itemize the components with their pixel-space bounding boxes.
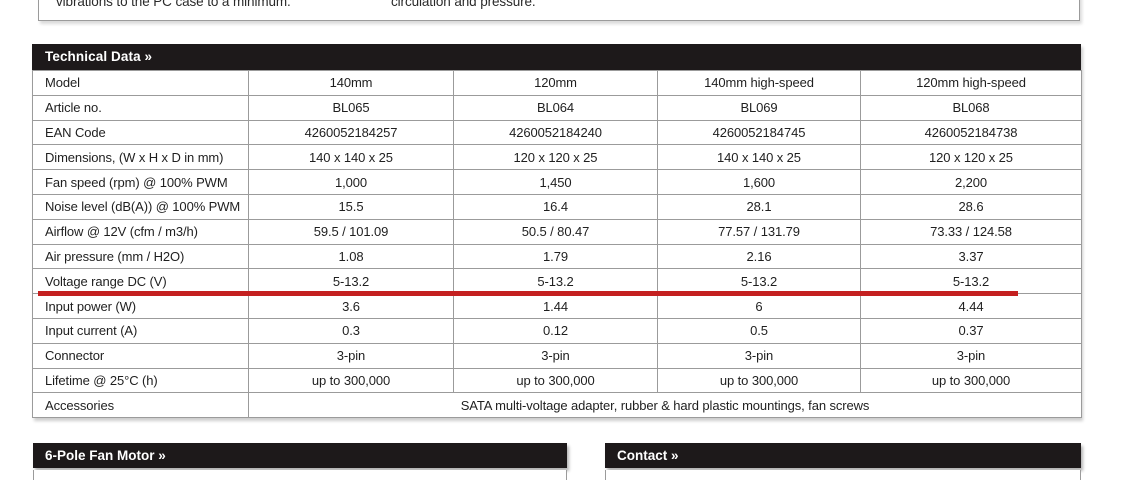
table-row: Voltage range DC (V) 5-13.2 5-13.2 5-13.2 5-… <box>32 268 1082 295</box>
accessories-value: SATA multi-voltage adapter, rubber & har… <box>248 392 1082 419</box>
row-label: Dimensions, (W x H x D in mm) <box>32 144 249 171</box>
spec-cell: 120 x 120 x 25 <box>860 144 1082 171</box>
table-row: Air pressure (mm / H2O) 1.08 1.79 2.16 3.37 <box>32 243 1082 270</box>
spec-cell: 15.5 <box>248 193 454 220</box>
spec-cell: 3-pin <box>657 342 861 369</box>
spec-cell: 1.79 <box>453 243 658 270</box>
table-row: Lifetime @ 25°C (h) up to 300,000 up to 30… <box>32 367 1082 394</box>
spec-cell: 4260052184738 <box>860 119 1082 146</box>
row-label: Airflow @ 12V (cfm / m3/h) <box>32 218 249 245</box>
spec-cell: 3-pin <box>453 342 658 369</box>
row-label: Accessories <box>32 392 249 419</box>
previous-section-right-text: circulation and pressure. <box>391 0 536 9</box>
spec-cell: 1,600 <box>657 169 861 195</box>
table-row: Noise level (dB(A)) @ 100% PWM 15.5 16.4 28… <box>32 193 1082 220</box>
contact-header: Contact » <box>605 443 1081 468</box>
spec-table: Model 140mm 120mm 140mm high-speed 120mm hig… <box>32 70 1082 419</box>
spec-cell: 4260052184257 <box>248 119 454 146</box>
spec-cell: 59.5 / 101.09 <box>248 218 454 245</box>
spec-cell: BL068 <box>860 94 1082 121</box>
row-label: Input power (W) <box>32 293 249 319</box>
table-row: Fan speed (rpm) @ 100% PWM 1,000 1,450 1,60… <box>32 169 1082 195</box>
spec-cell: 5-13.2 <box>248 268 454 295</box>
spec-cell: 1,000 <box>248 169 454 195</box>
table-row: Model 140mm 120mm 140mm high-speed 120mm hig… <box>32 70 1082 96</box>
spec-cell: 1.44 <box>453 293 658 319</box>
table-row: Input power (W) 3.6 1.44 6 4.44 <box>32 293 1082 319</box>
spec-cell: 16.4 <box>453 193 658 220</box>
spec-cell: 28.1 <box>657 193 861 220</box>
spec-table-footer: Accessories SATA multi-voltage adapter, … <box>32 392 1082 419</box>
contact-box <box>605 470 1081 480</box>
spec-cell: 28.6 <box>860 193 1082 220</box>
row-label: Air pressure (mm / H2O) <box>32 243 249 270</box>
spec-cell: 3.37 <box>860 243 1082 270</box>
row-label: EAN Code <box>32 119 249 146</box>
six-pole-fan-motor-box <box>33 470 567 480</box>
table-row: Input current (A) 0.3 0.12 0.5 0.37 <box>32 317 1082 344</box>
spec-cell: 6 <box>657 293 861 319</box>
spec-cell: 140 x 140 x 25 <box>248 144 454 171</box>
spec-cell: 1,450 <box>453 169 658 195</box>
spec-table-body: Model 140mm 120mm 140mm high-speed 120mm hig… <box>32 70 1082 394</box>
spec-cell: 5-13.2 <box>860 268 1082 295</box>
table-row: EAN Code 4260052184257 4260052184240 426005… <box>32 119 1082 146</box>
spec-cell: BL065 <box>248 94 454 121</box>
spec-cell: 0.5 <box>657 317 861 344</box>
spec-cell: 0.12 <box>453 317 658 344</box>
technical-data-section: Technical Data » Model 140mm 120mm 140mm hi… <box>32 44 1082 419</box>
spec-cell: 140mm <box>248 70 454 96</box>
row-label: Fan speed (rpm) @ 100% PWM <box>32 169 249 195</box>
spec-cell: 4.44 <box>860 293 1082 319</box>
spec-cell: 140 x 140 x 25 <box>657 144 861 171</box>
row-label: Input current (A) <box>32 317 249 344</box>
spec-cell: 120mm <box>453 70 658 96</box>
spec-cell: 120 x 120 x 25 <box>453 144 658 171</box>
spec-cell: 4260052184745 <box>657 119 861 146</box>
spec-cell: up to 300,000 <box>657 367 861 394</box>
previous-section-left-text: vibrations to the PC case to a minimum. <box>56 0 291 9</box>
row-label: Lifetime @ 25°C (h) <box>32 367 249 394</box>
row-label: Connector <box>32 342 249 369</box>
spec-cell: 2,200 <box>860 169 1082 195</box>
spec-cell: 77.57 / 131.79 <box>657 218 861 245</box>
spec-cell: 73.33 / 124.58 <box>860 218 1082 245</box>
spec-cell: 3-pin <box>248 342 454 369</box>
spec-cell: 5-13.2 <box>657 268 861 295</box>
spec-cell: up to 300,000 <box>248 367 454 394</box>
table-row: Airflow @ 12V (cfm / m3/h) 59.5 / 101.09 5… <box>32 218 1082 245</box>
spec-cell: 120mm high-speed <box>860 70 1082 96</box>
spec-cell: 5-13.2 <box>453 268 658 295</box>
spec-cell: up to 300,000 <box>860 367 1082 394</box>
voltage-range-highlight-underline <box>38 291 1018 296</box>
spec-cell: 140mm high-speed <box>657 70 861 96</box>
previous-section-box: vibrations to the PC case to a minimum. … <box>38 0 1080 21</box>
technical-data-header: Technical Data » <box>32 44 1081 70</box>
spec-cell: 3.6 <box>248 293 454 319</box>
spec-cell: 4260052184240 <box>453 119 658 146</box>
table-row: Connector 3-pin 3-pin 3-pin 3-pin <box>32 342 1082 369</box>
row-label: Article no. <box>32 94 249 121</box>
spec-cell: up to 300,000 <box>453 367 658 394</box>
spec-cell: 1.08 <box>248 243 454 270</box>
spec-cell: 2.16 <box>657 243 861 270</box>
spec-cell: 50.5 / 80.47 <box>453 218 658 245</box>
row-label: Model <box>32 70 249 96</box>
spec-cell: BL069 <box>657 94 861 121</box>
spec-cell: BL064 <box>453 94 658 121</box>
spec-cell: 0.3 <box>248 317 454 344</box>
table-row: Dimensions, (W x H x D in mm) 140 x 140 x… <box>32 144 1082 171</box>
spec-cell: 0.37 <box>860 317 1082 344</box>
six-pole-fan-motor-header: 6-Pole Fan Motor » <box>33 443 567 468</box>
spec-cell: 3-pin <box>860 342 1082 369</box>
table-row-accessories: Accessories SATA multi-voltage adapter, … <box>32 392 1082 419</box>
row-label: Noise level (dB(A)) @ 100% PWM <box>32 193 249 220</box>
table-row: Article no. BL065 BL064 BL069 BL068 <box>32 94 1082 121</box>
row-label: Voltage range DC (V) <box>32 268 249 295</box>
